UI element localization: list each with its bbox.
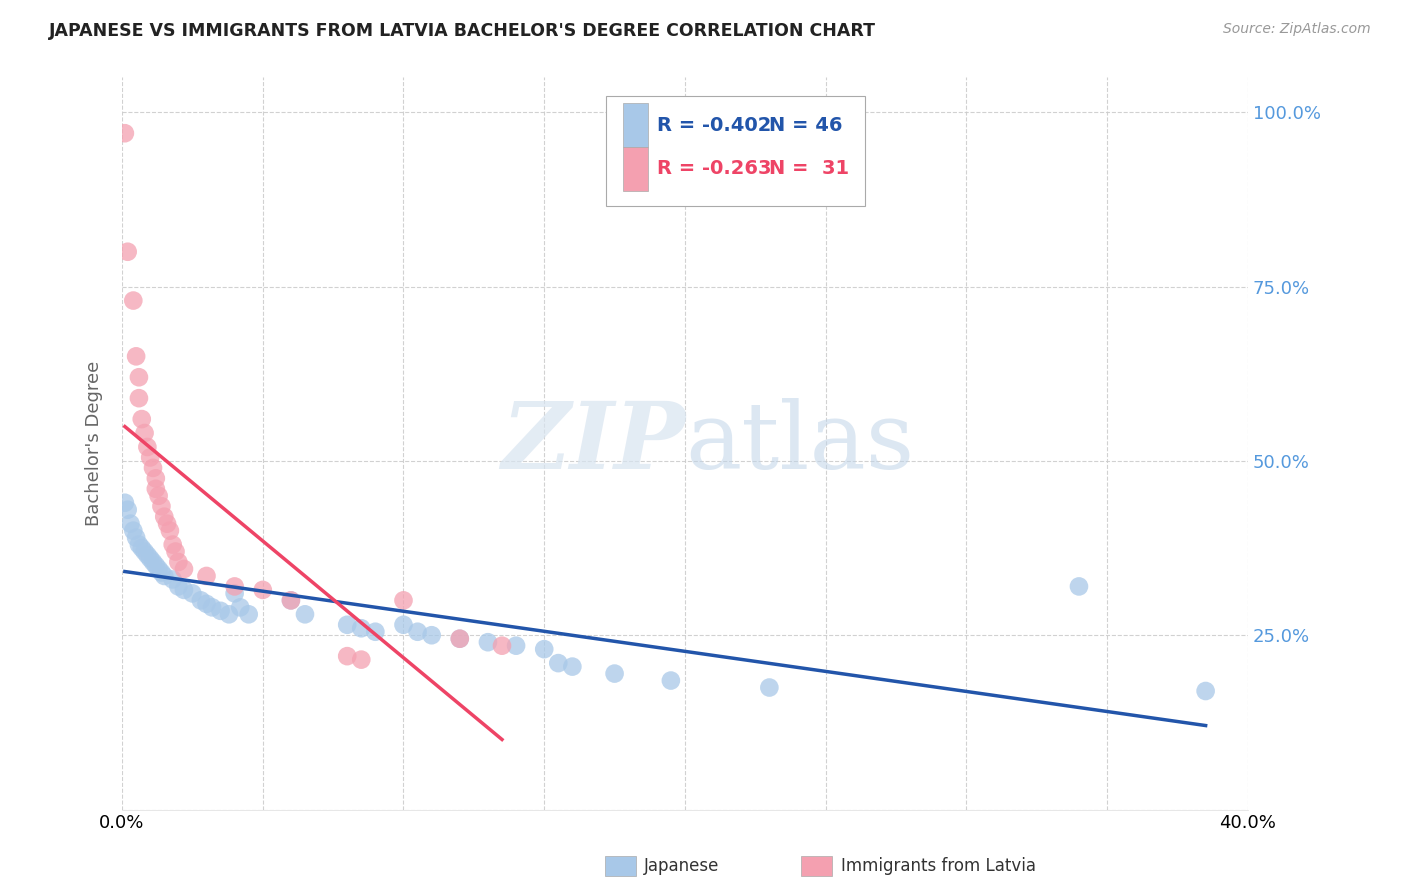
Point (159, 524, 181, 538)
Point (336, 617, 359, 632)
Y-axis label: Bachelor's Degree: Bachelor's Degree (86, 361, 103, 526)
Point (477, 635, 499, 649)
Point (136, 548, 159, 562)
Point (449, 632, 471, 646)
Point (117, 244, 139, 259)
Point (142, 555, 165, 569)
Point (336, 649, 359, 664)
Point (122, 293, 145, 308)
Point (294, 607, 316, 622)
Point (125, 531, 148, 545)
Point (533, 642, 555, 657)
Point (128, 538, 150, 552)
Point (280, 593, 302, 607)
Point (145, 471, 167, 485)
Point (117, 502, 139, 516)
FancyBboxPatch shape (623, 147, 648, 191)
Point (195, 597, 218, 611)
Point (238, 607, 260, 622)
Point (148, 562, 170, 576)
Text: N = 46: N = 46 (769, 116, 842, 135)
Point (148, 489, 170, 503)
Point (420, 628, 443, 642)
Point (1067, 579, 1090, 593)
Text: ZIP: ZIP (501, 399, 685, 489)
Point (139, 450, 162, 465)
Point (125, 349, 148, 363)
Point (350, 621, 373, 635)
Point (122, 524, 145, 538)
Point (142, 461, 165, 475)
Point (209, 604, 232, 618)
Point (173, 582, 195, 597)
Point (167, 555, 190, 569)
Point (561, 659, 583, 673)
FancyBboxPatch shape (623, 103, 648, 147)
Point (136, 440, 159, 454)
Point (280, 593, 302, 607)
Point (134, 425, 156, 440)
Point (173, 562, 195, 576)
Point (131, 541, 153, 555)
Point (659, 673, 682, 688)
Text: R = -0.402: R = -0.402 (657, 116, 792, 135)
Point (153, 509, 176, 524)
Point (1194, 684, 1216, 698)
Point (162, 538, 184, 552)
Text: atlas: atlas (685, 399, 914, 489)
Point (120, 516, 142, 531)
Point (758, 681, 780, 695)
Point (224, 586, 246, 600)
Point (252, 582, 274, 597)
Text: Immigrants from Latvia: Immigrants from Latvia (841, 857, 1036, 875)
FancyBboxPatch shape (606, 95, 865, 205)
Text: JAPANESE VS IMMIGRANTS FROM LATVIA BACHELOR'S DEGREE CORRELATION CHART: JAPANESE VS IMMIGRANTS FROM LATVIA BACHE… (49, 22, 876, 40)
Point (165, 544, 187, 558)
Point (150, 566, 173, 580)
Point (218, 607, 240, 622)
Point (364, 624, 387, 639)
Point (167, 579, 190, 593)
Point (224, 579, 246, 593)
Point (201, 600, 224, 615)
Point (547, 656, 569, 670)
Point (145, 558, 167, 573)
Point (150, 500, 173, 514)
Point (392, 593, 415, 607)
Text: N =  31: N = 31 (769, 160, 849, 178)
Point (491, 639, 513, 653)
Point (449, 632, 471, 646)
Point (505, 639, 527, 653)
Point (190, 593, 212, 607)
Point (392, 617, 415, 632)
Point (134, 544, 156, 558)
Point (131, 412, 153, 426)
Point (145, 482, 167, 496)
Point (128, 370, 150, 384)
Point (195, 569, 218, 583)
Point (603, 666, 626, 681)
Point (156, 516, 179, 531)
Text: R = -0.263: R = -0.263 (657, 160, 792, 178)
Point (181, 586, 204, 600)
Text: Japanese: Japanese (644, 857, 720, 875)
Point (350, 652, 373, 666)
Point (128, 391, 150, 405)
Point (153, 569, 176, 583)
Point (406, 624, 429, 639)
Point (139, 551, 162, 566)
Point (229, 600, 252, 615)
Point (162, 573, 184, 587)
Point (114, 126, 136, 140)
Point (114, 496, 136, 510)
Text: Source: ZipAtlas.com: Source: ZipAtlas.com (1223, 22, 1371, 37)
